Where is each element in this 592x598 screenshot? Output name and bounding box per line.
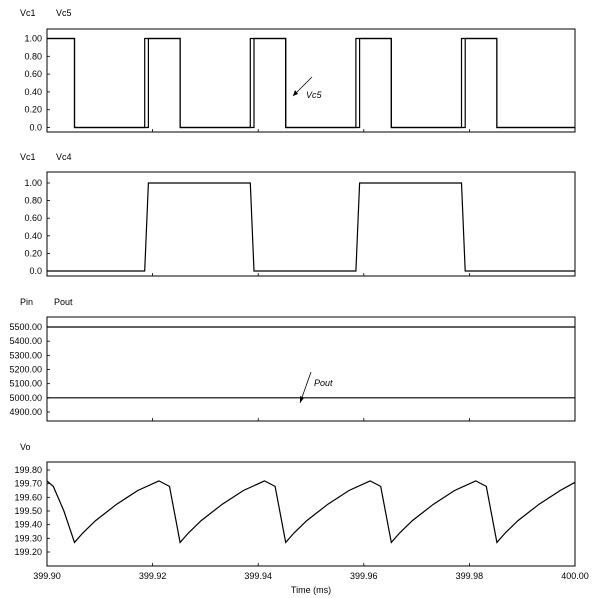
y-tick-label: 199.80: [14, 465, 42, 475]
y-tick-label: 0.0: [29, 123, 42, 133]
plot-frame-4: [46, 461, 576, 567]
y-tick-label: 199.20: [14, 547, 42, 557]
x-tick-label: 399.96: [350, 571, 378, 581]
series-line-vc5: [47, 37, 575, 129]
legend-label: Vc1: [20, 152, 36, 162]
plot-frame-3: [46, 316, 576, 422]
x-tick-label: 399.98: [456, 571, 484, 581]
annotation-vc5: Vc5: [306, 90, 323, 100]
x-tick-label: 400.00: [561, 571, 589, 581]
y-tick-label: 0.40: [24, 87, 42, 97]
legend-label: Vc5: [56, 8, 72, 18]
y-tick-label: 0.40: [24, 231, 42, 241]
x-axis-title: Time (ms): [291, 585, 331, 595]
series-line-vo: [46, 480, 576, 544]
series-line-vc4: [47, 182, 575, 272]
annotation-pout: Pout: [314, 378, 333, 388]
y-tick-label: 5400.00: [9, 336, 42, 346]
y-tick-label: 0.20: [24, 105, 42, 115]
legend-label: Vo: [20, 442, 31, 452]
plot-frame-1: [46, 28, 576, 133]
x-tick-label: 399.94: [244, 571, 272, 581]
legend-label: Pin: [20, 297, 33, 307]
x-tick-label: 399.90: [33, 571, 61, 581]
y-tick-label: 5300.00: [9, 350, 42, 360]
annotation-arrowhead-vc5: [293, 90, 298, 96]
annotation-arrowhead-pout: [300, 396, 304, 403]
y-tick-label: 4900.00: [9, 407, 42, 417]
y-tick-label: 5200.00: [9, 365, 42, 375]
legend-label: Pout: [54, 297, 73, 307]
legend-label: Vc4: [56, 152, 72, 162]
y-tick-label: 5500.00: [9, 322, 42, 332]
y-tick-label: 0.80: [24, 196, 42, 206]
series-line-vc1: [47, 37, 575, 129]
y-tick-label: 0.60: [24, 213, 42, 223]
y-tick-label: 0.20: [24, 248, 42, 258]
y-tick-label: 199.50: [14, 506, 42, 516]
x-tick-label: 399.92: [139, 571, 167, 581]
y-tick-label: 1.00: [24, 34, 42, 44]
y-tick-label: 5000.00: [9, 393, 42, 403]
y-tick-label: 199.70: [14, 479, 42, 489]
y-tick-label: 199.40: [14, 520, 42, 530]
y-tick-label: 0.60: [24, 69, 42, 79]
y-tick-label: 0.80: [24, 51, 42, 61]
y-tick-label: 199.60: [14, 492, 42, 502]
legend-label: Vc1: [20, 8, 36, 18]
y-tick-label: 1.00: [24, 178, 42, 188]
plot-frame-2: [46, 171, 576, 277]
y-tick-label: 0.0: [29, 266, 42, 276]
y-tick-label: 199.30: [14, 533, 42, 543]
y-tick-label: 5100.00: [9, 379, 42, 389]
